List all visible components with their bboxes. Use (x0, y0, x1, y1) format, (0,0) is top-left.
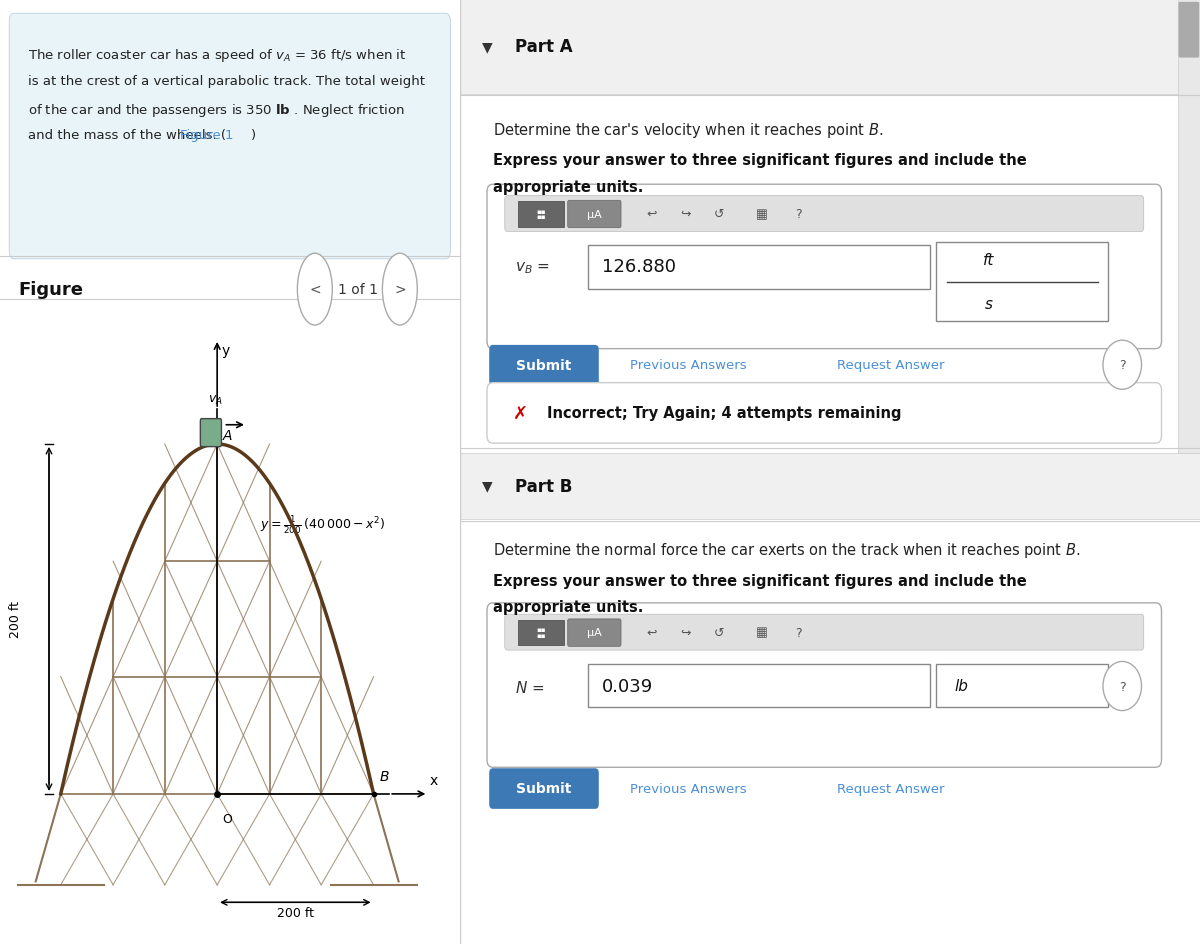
Text: ▼: ▼ (482, 480, 493, 493)
FancyBboxPatch shape (518, 202, 564, 228)
Text: ↪: ↪ (680, 208, 691, 221)
FancyBboxPatch shape (460, 453, 1200, 519)
Text: $N$ =: $N$ = (515, 680, 545, 695)
FancyBboxPatch shape (1177, 0, 1200, 453)
Text: B: B (380, 769, 389, 784)
Text: A: A (223, 429, 232, 443)
FancyBboxPatch shape (487, 185, 1162, 349)
Text: s: s (985, 296, 992, 312)
Text: ▼: ▼ (482, 41, 493, 54)
FancyBboxPatch shape (487, 603, 1162, 767)
Circle shape (1103, 341, 1141, 390)
Circle shape (1103, 662, 1141, 711)
Text: Submit: Submit (516, 782, 571, 795)
Text: is at the crest of a vertical parabolic track. The total weight: is at the crest of a vertical parabolic … (28, 75, 425, 88)
Text: 0.039: 0.039 (601, 677, 653, 696)
Text: ↺: ↺ (714, 626, 724, 639)
Text: y: y (221, 344, 229, 357)
Circle shape (383, 254, 418, 326)
FancyBboxPatch shape (487, 383, 1162, 444)
Text: 1 of 1: 1 of 1 (337, 283, 378, 296)
FancyBboxPatch shape (936, 665, 1108, 707)
Text: appropriate units.: appropriate units. (493, 599, 643, 615)
Text: $v_B$ =: $v_B$ = (515, 261, 550, 276)
Text: of the car and the passengers is 350 $\mathbf{lb}$ . Neglect friction: of the car and the passengers is 350 $\m… (28, 102, 404, 119)
Text: ↺: ↺ (714, 208, 724, 221)
Text: μA: μA (587, 210, 601, 219)
Text: ?: ? (796, 208, 802, 221)
Text: ▪▪
▪▪: ▪▪ ▪▪ (536, 209, 546, 220)
Text: ?: ? (1118, 680, 1126, 693)
Text: ?: ? (1118, 359, 1126, 372)
FancyBboxPatch shape (460, 0, 1200, 94)
Text: and the mass of the wheels. (: and the mass of the wheels. ( (28, 129, 226, 143)
Text: ?: ? (796, 626, 802, 639)
Text: ↩: ↩ (647, 208, 658, 221)
Text: Request Answer: Request Answer (838, 782, 944, 795)
Text: Submit: Submit (516, 359, 571, 372)
FancyBboxPatch shape (490, 768, 599, 809)
FancyBboxPatch shape (200, 419, 222, 447)
Text: Express your answer to three significant figures and include the: Express your answer to three significant… (493, 573, 1027, 588)
FancyBboxPatch shape (1178, 3, 1199, 59)
Text: ↩: ↩ (647, 626, 658, 639)
Text: ▦: ▦ (756, 626, 768, 639)
Text: Request Answer: Request Answer (838, 359, 944, 372)
Text: ↪: ↪ (680, 626, 691, 639)
Text: Part A: Part A (515, 38, 572, 57)
Text: Express your answer to three significant figures and include the: Express your answer to three significant… (493, 153, 1027, 168)
FancyBboxPatch shape (505, 196, 1144, 232)
Text: <: < (310, 283, 320, 296)
Text: 126.880: 126.880 (601, 258, 676, 277)
Text: Determine the normal force the car exerts on the track when it reaches point $B$: Determine the normal force the car exert… (493, 540, 1080, 559)
FancyBboxPatch shape (505, 615, 1144, 650)
Text: Determine the car's velocity when it reaches point $B$.: Determine the car's velocity when it rea… (493, 121, 883, 140)
FancyBboxPatch shape (490, 346, 599, 386)
Text: ▪▪
▪▪: ▪▪ ▪▪ (536, 627, 546, 638)
Text: Previous Answers: Previous Answers (630, 359, 746, 372)
Text: appropriate units.: appropriate units. (493, 179, 643, 194)
FancyBboxPatch shape (568, 201, 622, 228)
Text: 200 ft: 200 ft (8, 600, 22, 638)
FancyBboxPatch shape (10, 14, 450, 260)
Text: Figure 1: Figure 1 (180, 129, 234, 143)
FancyBboxPatch shape (588, 665, 930, 707)
Text: x: x (430, 773, 438, 787)
FancyBboxPatch shape (518, 620, 564, 646)
Text: lb: lb (954, 678, 968, 693)
Text: O: O (222, 812, 232, 825)
Text: $v_A$: $v_A$ (208, 394, 222, 407)
Text: ✗: ✗ (512, 404, 528, 423)
Text: Figure: Figure (18, 280, 83, 298)
Text: μA: μA (587, 628, 601, 637)
Text: Part B: Part B (515, 477, 572, 496)
Text: >: > (394, 283, 406, 296)
Text: ▦: ▦ (756, 208, 768, 221)
Text: $y = \frac{1}{200}\,(40\,000 - x^2)$: $y = \frac{1}{200}\,(40\,000 - x^2)$ (260, 514, 385, 536)
FancyBboxPatch shape (936, 243, 1108, 322)
Text: Previous Answers: Previous Answers (630, 782, 746, 795)
Text: The roller coaster car has a speed of $v_A$ = 36 ft/s when it: The roller coaster car has a speed of $v… (28, 47, 406, 64)
Text: 200 ft: 200 ft (277, 906, 314, 919)
Text: ): ) (251, 129, 256, 143)
Circle shape (298, 254, 332, 326)
FancyBboxPatch shape (588, 245, 930, 290)
Text: ft: ft (983, 253, 995, 268)
Text: Incorrect; Try Again; 4 attempts remaining: Incorrect; Try Again; 4 attempts remaini… (547, 406, 901, 421)
FancyBboxPatch shape (568, 619, 622, 647)
